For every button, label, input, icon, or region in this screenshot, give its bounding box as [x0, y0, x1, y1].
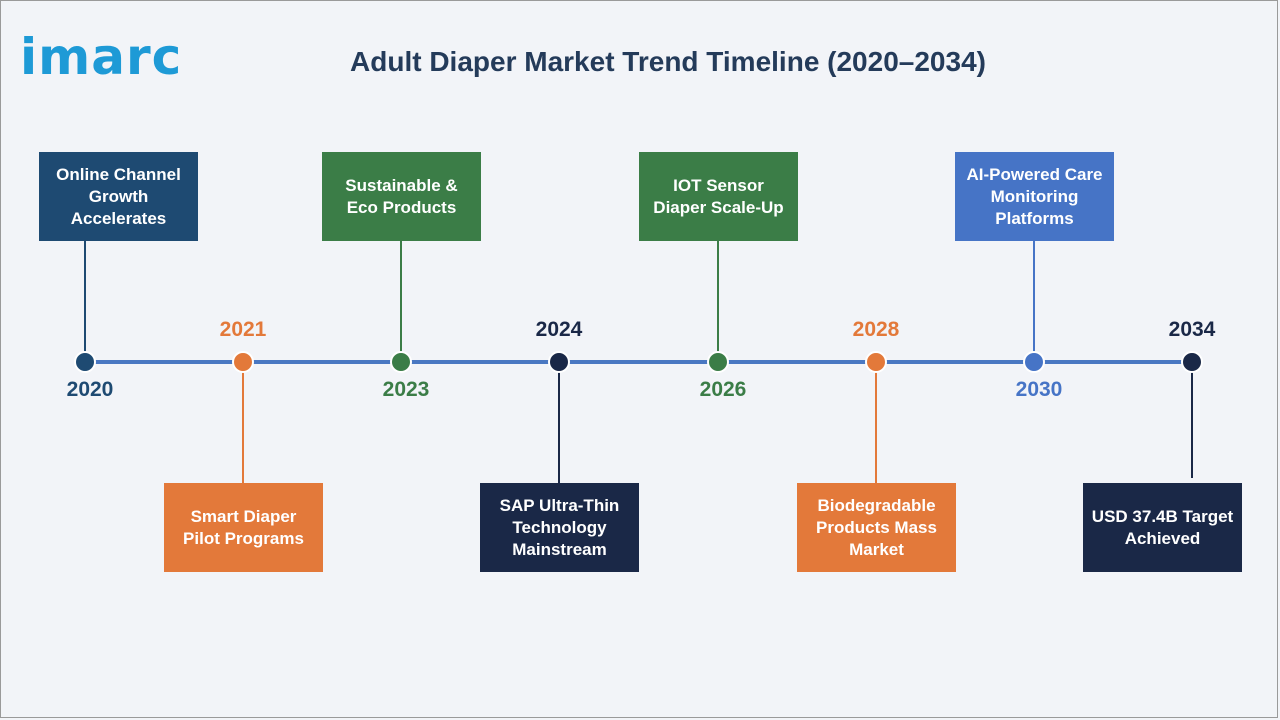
year-label-2024: 2024	[535, 318, 583, 341]
milestone-dot-2024	[548, 351, 570, 373]
milestone-box-2024: SAP Ultra-Thin Technology Mainstream	[480, 483, 639, 572]
milestone-box-2034: USD 37.4B Target Achieved	[1083, 483, 1242, 572]
year-label-2028: 2028	[852, 318, 900, 341]
imarc-logo: imarc	[20, 28, 183, 86]
milestone-dot-2034	[1181, 351, 1203, 373]
year-label-2020: 2020	[66, 378, 114, 401]
year-label-2021: 2021	[219, 318, 267, 341]
milestone-dot-2028	[865, 351, 887, 373]
milestone-box-2028: Biodegradable Products Mass Market	[797, 483, 956, 572]
milestone-box-2023: Sustainable & Eco Products	[322, 152, 481, 241]
year-label-2026: 2026	[699, 378, 747, 401]
milestone-dot-2021	[232, 351, 254, 373]
year-label-2030: 2030	[1015, 378, 1063, 401]
year-label-2034: 2034	[1168, 318, 1216, 341]
milestone-dot-2030	[1023, 351, 1045, 373]
year-label-2023: 2023	[382, 378, 430, 401]
milestone-box-2030: AI-Powered Care Monitoring Platforms	[955, 152, 1114, 241]
milestone-box-2026: IOT Sensor Diaper Scale-Up	[639, 152, 798, 241]
milestone-dot-2023	[390, 351, 412, 373]
milestone-dot-2020	[74, 351, 96, 373]
milestone-box-2020: Online Channel Growth Accelerates	[39, 152, 198, 241]
milestone-box-2021: Smart Diaper Pilot Programs	[164, 483, 323, 572]
page-title: Adult Diaper Market Trend Timeline (2020…	[350, 46, 986, 77]
milestone-dot-2026	[707, 351, 729, 373]
